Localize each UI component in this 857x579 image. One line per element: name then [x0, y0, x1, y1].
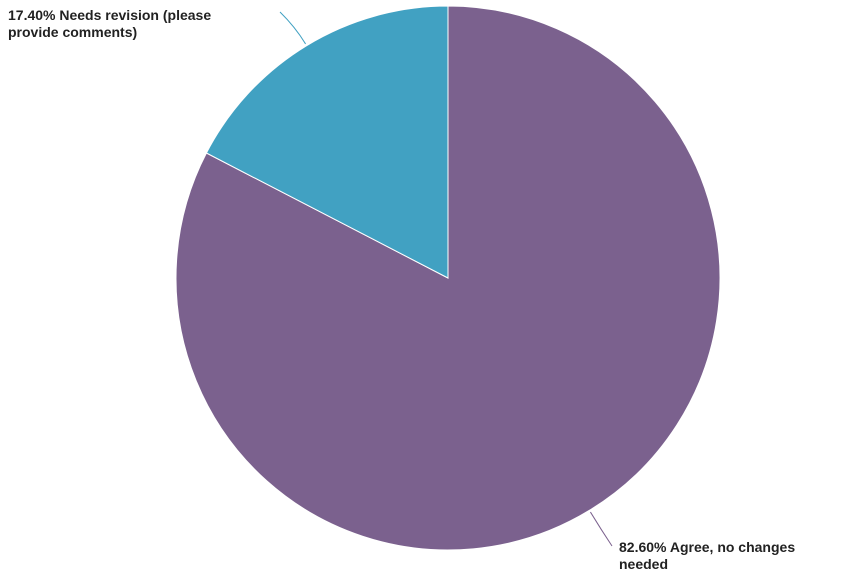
pie-slices: [175, 5, 721, 551]
slice-label-needs-revision: 17.40% Needs revision (please provide co…: [8, 7, 212, 40]
leader-lines: [279, 11, 613, 547]
pie-slice-needs-revision: [205, 5, 449, 279]
leader-line-needs-revision: [279, 11, 306, 45]
slice-label-agree: 82.60% Agree, no changes needed: [619, 539, 796, 572]
leader-line-agree: [590, 511, 613, 547]
